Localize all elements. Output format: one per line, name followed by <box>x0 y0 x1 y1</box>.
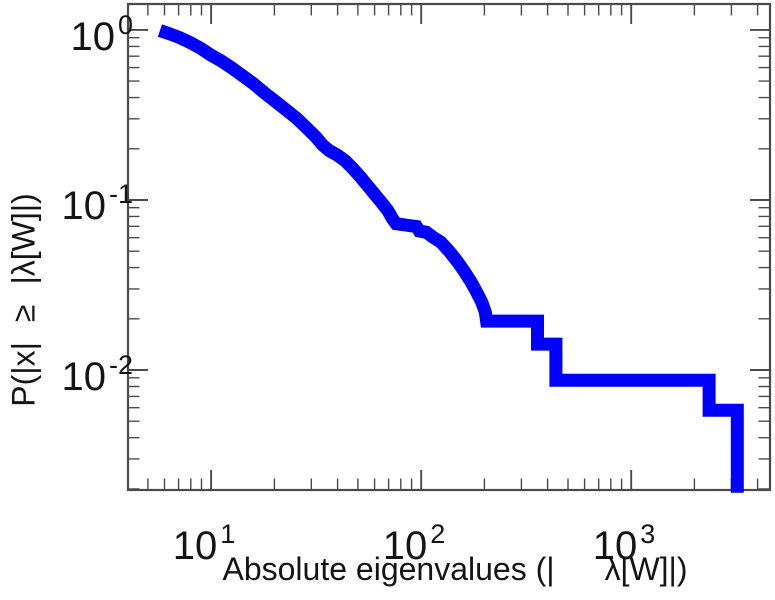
tick-exponent: 3 <box>640 519 656 549</box>
tick-exponent: -2 <box>108 350 133 380</box>
x-tick-label-10e3: 10 3 <box>593 514 656 566</box>
x-axis-label-lambda: λ[W]|) <box>604 551 688 587</box>
x-axis-label-text: Absolute eigenvalues (| <box>222 551 555 587</box>
tick-base: 10 <box>61 184 106 228</box>
x-tick-label-10e1: 10 1 <box>173 514 236 566</box>
tick-exponent: 1 <box>220 519 236 549</box>
minor-ticks <box>128 4 770 490</box>
major-ticks <box>128 4 770 490</box>
tick-base: 10 <box>592 524 638 568</box>
tick-exponent: 2 <box>430 519 446 549</box>
x-tick-label-10e2: 10 2 <box>383 514 446 566</box>
axis-frame <box>126 2 772 492</box>
y-axis-label-geq: ≥ <box>5 304 42 323</box>
tick-base: 10 <box>382 524 428 568</box>
tick-base: 10 <box>70 15 115 59</box>
y-tick-label-10e-2: 10 -2 <box>61 345 133 397</box>
tick-exponent: 0 <box>117 10 133 40</box>
y-axis-label-lambda: |λ[W]|) <box>5 193 42 285</box>
tick-base: 10 <box>61 355 106 399</box>
y-tick-label-10e-1: 10 -1 <box>61 174 133 226</box>
ccdf-curve <box>157 24 744 493</box>
y-tick-label-10e0: 10 0 <box>70 5 133 57</box>
y-axis-label: P(|x| ≥ |λ[W]|) <box>6 193 43 406</box>
tick-base: 10 <box>172 524 218 568</box>
y-axis-label-text: P(|x| <box>5 342 42 407</box>
x-axis-label: Absolute eigenvalues (| λ[W]|) <box>222 551 687 588</box>
tick-exponent: -1 <box>108 179 133 209</box>
